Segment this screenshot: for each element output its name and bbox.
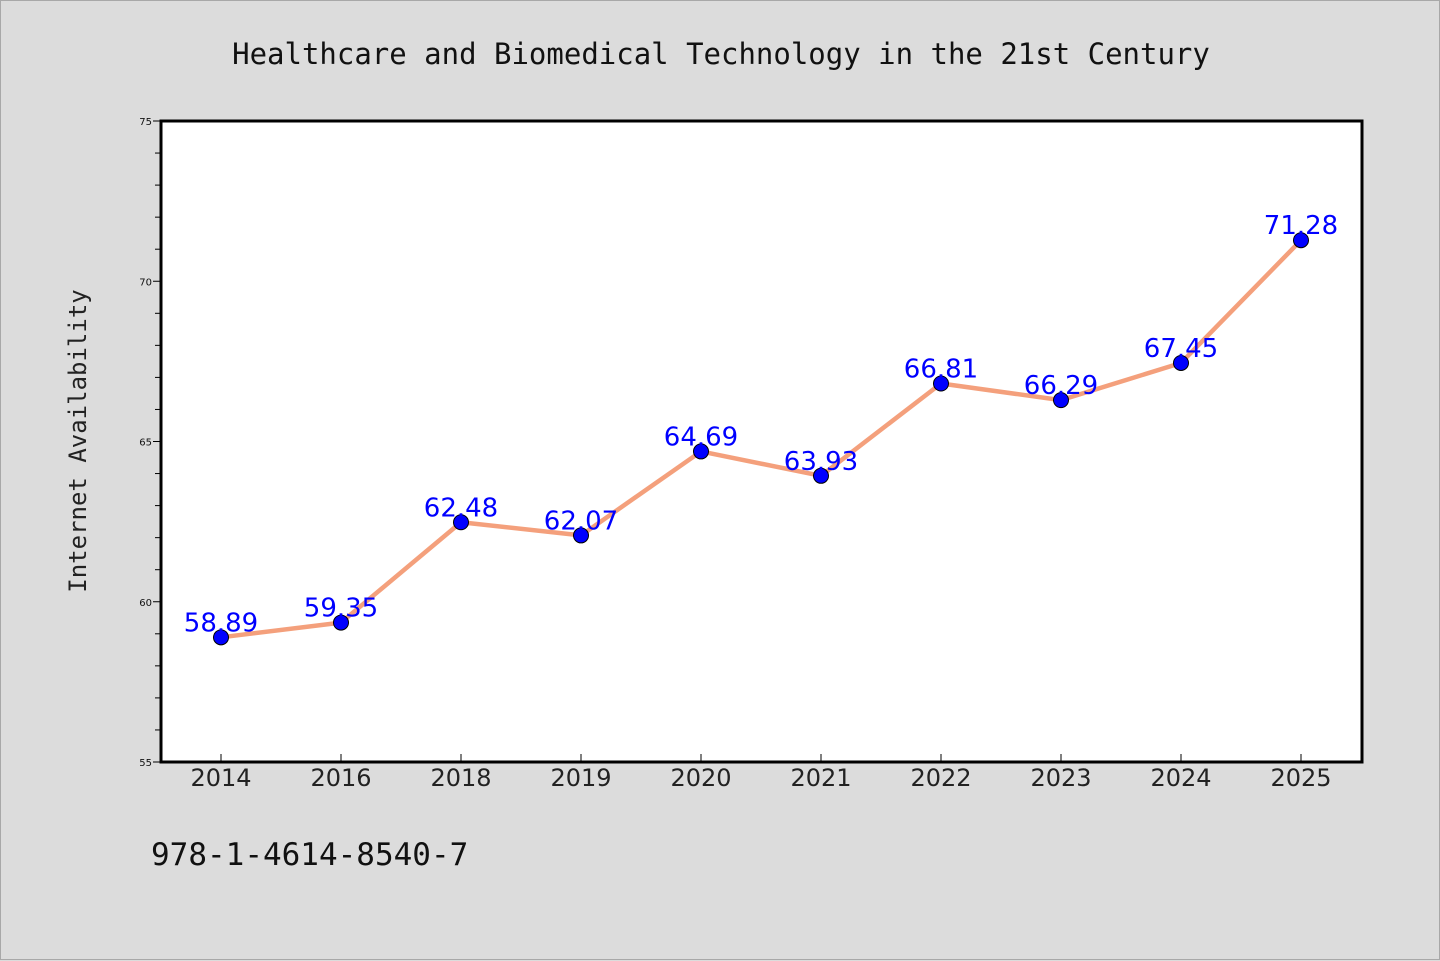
data-point	[213, 629, 229, 646]
x-tick-label: 2016	[310, 764, 371, 792]
data-label: 59.35	[304, 594, 378, 624]
data-point	[813, 467, 829, 484]
data-label: 63.93	[784, 447, 858, 477]
data-label-layer: 58.89 59.35 62.48 62.07 64.69 63.93 66.81 66.29…	[184, 211, 1338, 638]
x-tick-label: 2022	[910, 764, 971, 792]
x-tick-label: 2020	[670, 764, 731, 792]
data-point	[693, 443, 709, 460]
footer-code: 978-1-4614-8540-7	[151, 837, 468, 873]
data-point	[1053, 392, 1069, 409]
data-point	[333, 614, 349, 631]
data-label: 67.45	[1144, 334, 1218, 364]
y-axis-label: Internet Availability	[64, 289, 92, 592]
data-label: 62.07	[544, 506, 618, 536]
series-layer	[213, 232, 1309, 646]
y-tick-label: 75	[139, 117, 152, 128]
data-point	[1293, 232, 1309, 249]
data-label: 66.29	[1024, 371, 1098, 401]
y-axis-ticks: 55 60 65 70 75	[139, 117, 161, 769]
data-label: 64.69	[664, 422, 738, 452]
x-tick-label: 2021	[790, 764, 851, 792]
data-point	[453, 514, 469, 531]
x-tick-label: 2025	[1270, 764, 1331, 792]
x-tick-label: 2024	[1150, 764, 1211, 792]
y-tick-label: 55	[139, 758, 152, 769]
x-tick-label: 2023	[1030, 764, 1091, 792]
y-tick-label: 60	[139, 598, 152, 609]
data-label: 66.81	[904, 354, 978, 384]
data-label: 58.89	[184, 608, 258, 638]
data-label: 71.28	[1264, 211, 1338, 241]
data-point	[933, 375, 949, 392]
data-point	[573, 527, 589, 544]
x-tick-label: 2014	[190, 764, 251, 792]
x-tick-label: 2019	[550, 764, 611, 792]
data-label: 62.48	[424, 493, 498, 523]
y-tick-label: 70	[139, 277, 152, 288]
x-tick-label: 2018	[430, 764, 491, 792]
plot-area	[159, 119, 1364, 764]
data-point	[1173, 354, 1189, 371]
y-tick-label: 65	[139, 438, 152, 449]
x-axis-ticks: 2014 2016 2018 2019 2020 2021 2022 2023 2024 2025	[190, 754, 1332, 792]
chart-title: Healthcare and Biomedical Technology in …	[232, 37, 1210, 71]
series-line	[218, 237, 1304, 640]
